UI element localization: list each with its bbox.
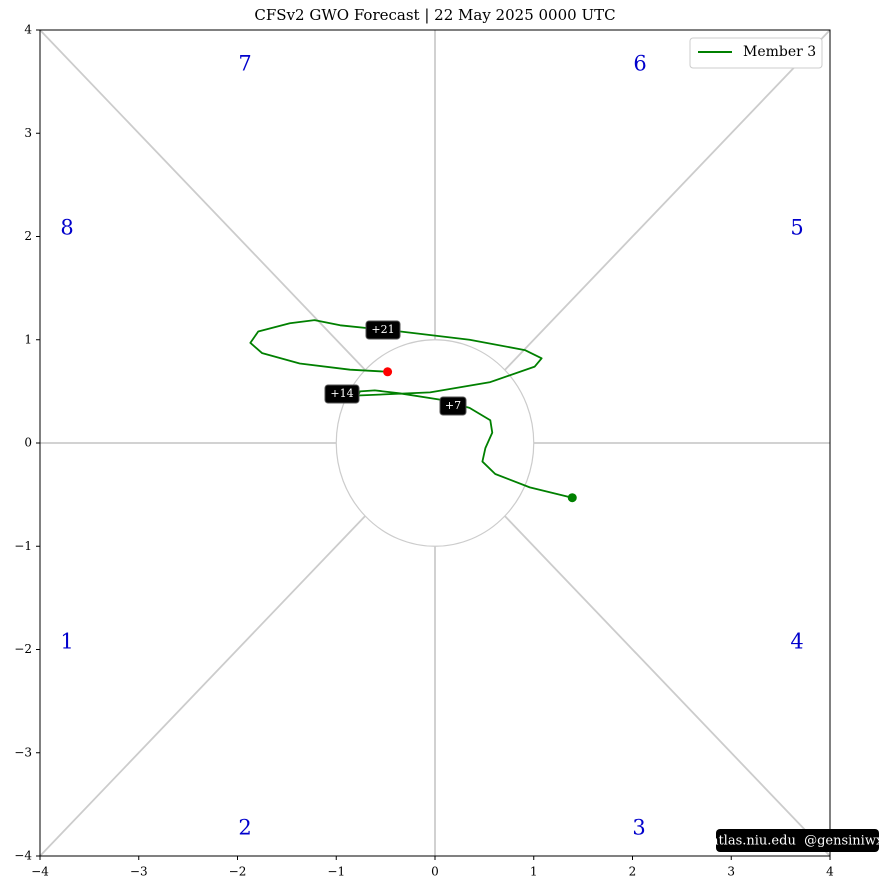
phase-label: 1 xyxy=(60,630,73,654)
y-tick-label: 1 xyxy=(24,332,32,346)
watermark: atlas.niu.edu @gensiniwx xyxy=(711,834,881,849)
x-tick-label: −3 xyxy=(130,865,148,879)
y-tick-label: −4 xyxy=(14,849,32,863)
phase-divider xyxy=(39,29,366,371)
phase-label: 6 xyxy=(633,52,646,76)
x-tick-label: −1 xyxy=(327,865,345,879)
phase-divider xyxy=(504,29,831,371)
x-tick-label: 0 xyxy=(431,865,439,879)
annotation-box xyxy=(439,396,467,416)
y-tick-label: 0 xyxy=(24,436,32,450)
y-tick-label: 4 xyxy=(24,23,32,37)
x-tick-label: 3 xyxy=(727,865,735,879)
annotation-box xyxy=(365,320,401,340)
y-tick-label: 3 xyxy=(24,126,32,140)
phase-label: 5 xyxy=(790,216,803,240)
annotation-box xyxy=(324,384,360,404)
phase-label: 3 xyxy=(632,816,645,840)
chart-title: CFSv2 GWO Forecast | 22 May 2025 0000 UT… xyxy=(254,6,615,24)
phase-label: 2 xyxy=(238,816,251,840)
phase-label: 4 xyxy=(790,630,803,654)
trajectory-line xyxy=(249,319,573,499)
x-tick-label: 2 xyxy=(629,865,637,879)
x-tick-label: −2 xyxy=(229,865,247,879)
start-point xyxy=(567,493,577,503)
x-tick-label: 4 xyxy=(826,865,834,879)
x-tick-label: −4 xyxy=(31,865,49,879)
phase-label: 8 xyxy=(60,216,73,240)
annotation: +7 xyxy=(445,399,461,412)
end-point xyxy=(383,367,393,377)
y-tick-label: −1 xyxy=(14,539,32,553)
y-tick-label: 2 xyxy=(24,229,32,243)
legend-label: Member 3 xyxy=(743,44,816,60)
phase-divider xyxy=(39,515,366,857)
x-tick-label: 1 xyxy=(530,865,538,879)
annotation: +21 xyxy=(371,323,394,336)
watermark-box xyxy=(716,829,879,852)
y-tick-label: −2 xyxy=(14,642,32,656)
annotation: +14 xyxy=(330,387,353,400)
phase-divider xyxy=(504,515,831,857)
y-tick-label: −3 xyxy=(14,745,32,759)
phase-label: 7 xyxy=(238,52,251,76)
legend: Member 3 xyxy=(689,37,823,69)
legend-box xyxy=(689,37,823,69)
